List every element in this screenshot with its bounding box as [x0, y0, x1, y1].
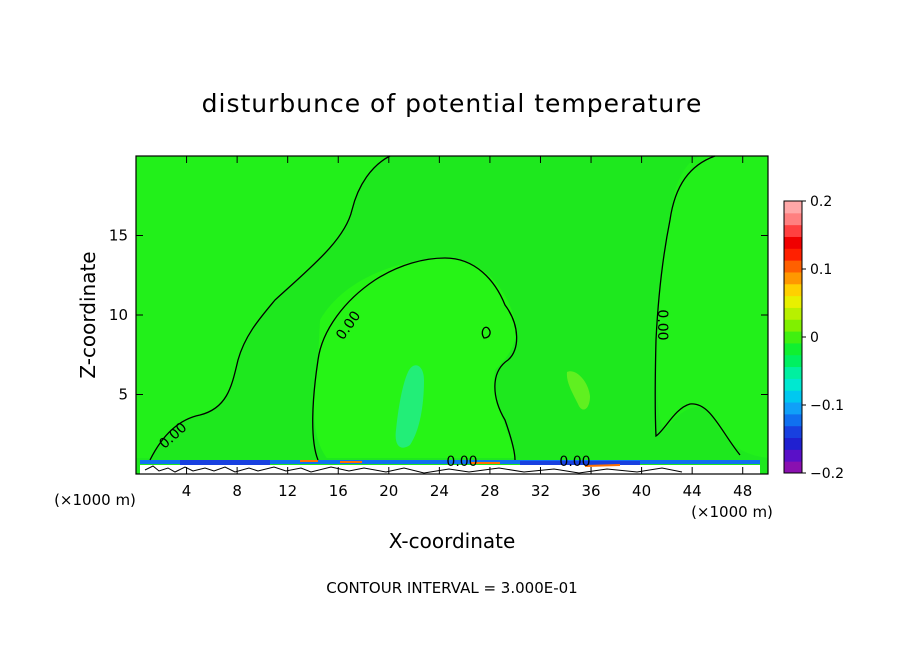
colorbar-segment: [784, 461, 802, 474]
zero-contours: [149, 155, 741, 461]
x-tick-label: 36: [581, 482, 600, 500]
colorbar-segment: [784, 413, 802, 427]
y-axis: 5 10 15: [109, 227, 768, 404]
colorbar-tick-label: −0.2: [810, 466, 844, 482]
colorbar-segment: [784, 295, 802, 308]
x-tick-label: 32: [531, 482, 550, 500]
colorbar-segment: [784, 212, 802, 226]
surface-cold-core-right: [520, 461, 640, 465]
warm-anomaly: [566, 371, 590, 410]
x-tick-label: 8: [232, 482, 242, 500]
x-tick-label: 40: [632, 482, 651, 500]
x-axis-label: X-coordinate: [389, 529, 516, 553]
y-tick-label: 10: [109, 306, 128, 324]
contour-label: 0.00: [654, 309, 670, 340]
contour-label: 0.00: [559, 454, 590, 470]
colorbar-segment: [784, 260, 802, 273]
positive-region-right: [656, 156, 768, 458]
colorbar-segment: [784, 224, 802, 237]
y-axis-label: Z-coordinate: [76, 251, 100, 378]
contour-left: [149, 155, 391, 461]
plot-area: 0.00 0.00 0.00 0.00 0.00: [135, 155, 769, 475]
x-unit-right: (×1000 m): [691, 503, 773, 521]
colorbar-segment: [784, 342, 802, 356]
colorbar: 0.2 0.1 0 −0.1 −0.2: [783, 194, 844, 482]
surface-noise-contours: [144, 465, 683, 474]
contour-small-loop: [481, 326, 491, 339]
colorbar-segment: [784, 283, 802, 297]
colorbar-segment: [784, 402, 802, 415]
x-tick-label: 20: [379, 482, 398, 500]
colorbar-tick-label: −0.1: [810, 398, 844, 414]
colorbar-segment: [784, 449, 802, 462]
colorbar-segment: [784, 319, 802, 332]
colorbar-segment: [784, 390, 802, 403]
cool-anomaly: [395, 365, 424, 448]
colorbar-segment: [784, 236, 802, 249]
x-tick-label: 48: [733, 482, 752, 500]
positive-region-center: [313, 257, 516, 462]
contour-label: 0.00: [446, 454, 477, 470]
colorbar-segment: [784, 331, 802, 344]
x-tick-label: 12: [278, 482, 297, 500]
contour-interval-note: CONTOUR INTERVAL = 3.000E-01: [326, 579, 577, 597]
x-tick-label: 16: [329, 482, 348, 500]
surface-cold-band: [140, 460, 760, 464]
colorbar-segment: [784, 307, 802, 320]
colorbar-segment: [784, 437, 802, 450]
x-unit-left: (×1000 m): [54, 491, 136, 509]
positive-region-left: [136, 156, 390, 462]
colorbar-tick-label: 0.1: [810, 262, 832, 278]
colorbar-tick-label: 0: [810, 330, 819, 346]
contour-center: [312, 257, 518, 461]
colorbar-segment: [784, 248, 802, 261]
colorbar-segment: [784, 366, 802, 379]
x-axis: 4 8 12 16 20 24 28 32 36 40 44 48: [182, 156, 752, 500]
colorbar-segment: [784, 271, 802, 285]
chart-title: disturbunce of potential temperature: [202, 89, 703, 118]
colorbar-segment: [784, 425, 802, 439]
x-tick-label: 28: [480, 482, 499, 500]
surface-cold-core-left: [180, 460, 270, 465]
contour-right: [654, 155, 741, 456]
y-tick-label: 15: [109, 227, 128, 245]
surface-warm-streaks: [300, 460, 621, 467]
y-tick-label: 5: [118, 386, 128, 404]
x-tick-label: 44: [683, 482, 702, 500]
colorbar-tick-label: 0.2: [810, 194, 832, 210]
x-tick-label: 4: [182, 482, 192, 500]
colorbar-segment: [784, 354, 802, 368]
colorbar-segment: [784, 201, 802, 214]
x-tick-label: 24: [430, 482, 449, 500]
colorbar-segment: [784, 378, 802, 391]
